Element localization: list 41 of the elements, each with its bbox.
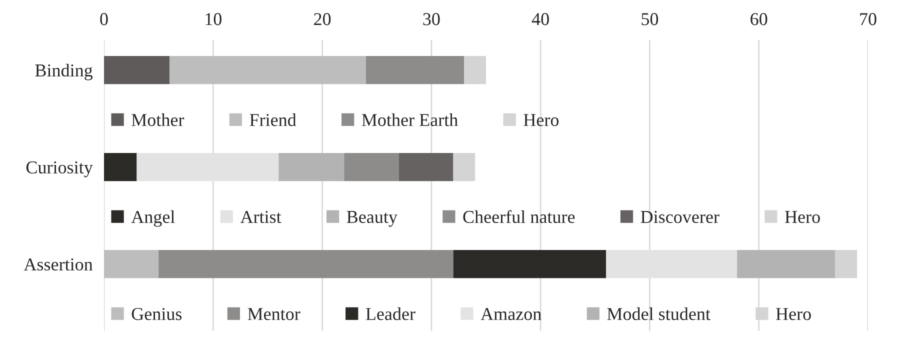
- bar: [104, 250, 159, 278]
- legend-label: Friend: [250, 113, 296, 126]
- legend-label: Discoverer: [640, 210, 720, 224]
- legend-label: Angel: [131, 210, 175, 227]
- series-label: Genius: [132, 308, 182, 320]
- y-tick-label: Curiosity: [26, 161, 93, 178]
- x-tick-label: 20: [314, 13, 331, 26]
- legend-label: Hero: [785, 211, 820, 224]
- legend-label: Model student: [607, 307, 710, 320]
- bar: [453, 250, 606, 278]
- bar: [104, 56, 170, 84]
- bar: [464, 56, 486, 84]
- x-tick-label: 70: [860, 13, 876, 26]
- legend-label: Mentor: [248, 308, 300, 320]
- y-tick-label: Binding: [35, 64, 93, 80]
- legend-label: Mother Earth: [362, 113, 458, 126]
- x-tick-label: 10: [206, 13, 222, 26]
- x-tick-label: 60: [750, 13, 768, 26]
- y-tick-label: Assertion: [24, 258, 93, 271]
- bar: [835, 250, 858, 278]
- x-tick-label: 30: [423, 13, 440, 26]
- bar: [398, 153, 454, 182]
- x-tick-label: 50: [642, 13, 658, 26]
- bar: [104, 153, 137, 182]
- bar: [169, 56, 366, 84]
- legend-label: Amazon: [480, 308, 542, 320]
- legend-label: Hero: [776, 308, 811, 320]
- bar: [344, 153, 399, 182]
- bar: [278, 153, 344, 182]
- bar: [453, 153, 476, 182]
- bar: [366, 56, 464, 84]
- legend-label: Mother: [132, 113, 184, 126]
- legend-label: Leader: [366, 307, 416, 320]
- legend-label: Beauty: [346, 211, 398, 227]
- legend-label: Hero: [524, 114, 559, 126]
- bar: [737, 250, 836, 278]
- x-tick-label: 0: [100, 13, 108, 26]
- x-tick-label: 40: [532, 13, 549, 26]
- bar: [158, 250, 454, 278]
- legend-label: Cheerful nature: [463, 210, 575, 224]
- legend-label: Artist: [240, 210, 282, 224]
